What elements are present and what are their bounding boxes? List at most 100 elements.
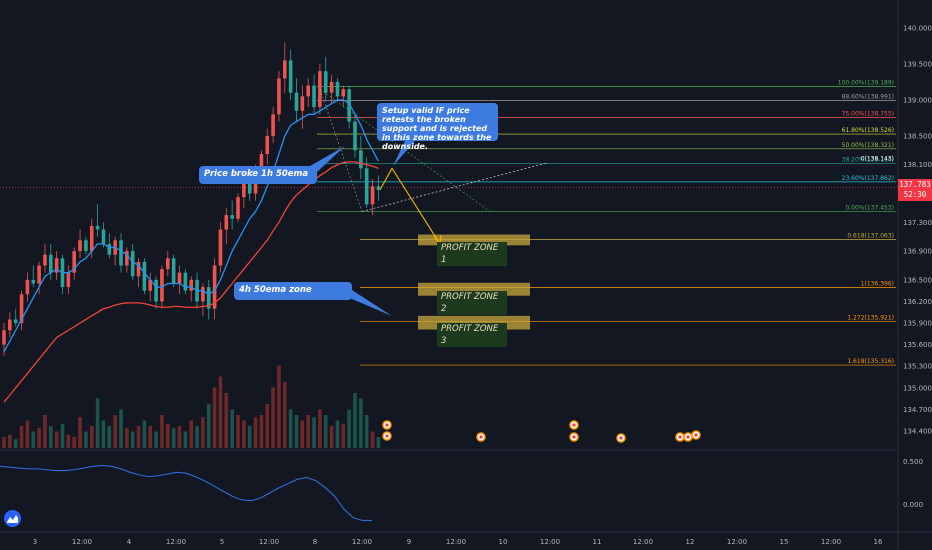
- time-axis-label: 12:00: [821, 538, 841, 546]
- candle-body: [359, 150, 363, 169]
- candle-body: [154, 279, 158, 302]
- volume-bar: [66, 434, 71, 448]
- volume-bar: [347, 409, 351, 448]
- price-broke-callout-text: Price broke 1h 50ema: [204, 169, 309, 179]
- volume-bar: [37, 428, 41, 448]
- candle-body: [271, 114, 275, 136]
- time-axis-label: 9: [407, 538, 411, 546]
- fib-level-label: 50.00%(138.321): [842, 142, 894, 149]
- event-marker-dot: [686, 435, 690, 439]
- volume-bar: [206, 404, 211, 448]
- time-axis-label: 4: [127, 538, 132, 546]
- trend-dashed-line: [361, 162, 549, 212]
- current-price-value: 137.783: [899, 180, 931, 189]
- candle-body: [171, 258, 176, 284]
- time-axis-label: 10: [499, 538, 508, 546]
- candle-body: [130, 251, 135, 277]
- event-marker-dot: [619, 436, 623, 440]
- setup-callout[interactable]: Setup valid IF price retests the broken …: [377, 103, 498, 151]
- candle-body: [177, 272, 182, 284]
- volume-bar: [323, 415, 328, 448]
- volume-bar: [312, 417, 316, 448]
- volume-bar: [353, 393, 357, 448]
- time-axis-label: 12: [686, 538, 695, 546]
- time-axis-label: 11: [593, 538, 602, 546]
- extension-level-label: 1.618(135.316): [847, 358, 894, 365]
- volume-bar: [236, 415, 240, 448]
- candle-body: [13, 319, 18, 324]
- volume-bar: [271, 387, 275, 448]
- candle-body: [288, 60, 293, 93]
- event-marker-dot: [678, 435, 682, 439]
- volume-bar: [288, 409, 293, 448]
- candle-body: [201, 287, 205, 302]
- candle-body: [236, 197, 240, 219]
- volume-bar: [230, 409, 234, 448]
- extension-level-label: 1(136.396): [861, 280, 894, 287]
- candle-body: [54, 258, 59, 273]
- volume-bar: [119, 409, 123, 448]
- event-marker-dot: [479, 435, 483, 439]
- candle-body: [8, 319, 12, 331]
- profit-zone-1-label: PROFIT ZONE 1: [437, 242, 507, 266]
- zone-4h-callout[interactable]: 4h 50ema zone: [234, 282, 352, 300]
- volume-bar: [189, 420, 193, 448]
- candle-body: [283, 60, 287, 79]
- fib-level-label: 75.00%(138.755): [842, 111, 894, 118]
- candle-body: [247, 182, 252, 194]
- price-axis-label: 137.300: [903, 219, 932, 227]
- time-axis-label: 3: [33, 538, 37, 546]
- event-marker-dot: [385, 434, 389, 438]
- candle-body: [95, 225, 100, 230]
- volume-bar: [31, 431, 36, 448]
- tradingview-logo-icon[interactable]: [4, 510, 21, 527]
- price-axis-label: 134.400: [903, 428, 932, 436]
- volume-bar: [78, 417, 82, 448]
- price-axis-label: 135.300: [903, 363, 932, 371]
- candle-body: [43, 254, 47, 266]
- candle-body: [206, 287, 211, 309]
- fib-diagonal-line-2: [319, 89, 363, 212]
- countdown-value: 52:30: [903, 190, 927, 199]
- candle-body: [218, 229, 223, 266]
- time-axis-label: 12:00: [446, 538, 466, 546]
- time-axis-label: 15: [780, 538, 789, 546]
- volume-bar: [265, 404, 270, 448]
- candle-body: [2, 330, 6, 345]
- fib-level-label: 100.00%(139.189): [838, 79, 894, 86]
- profit-zone-box: [418, 234, 530, 246]
- candle-body: [119, 240, 123, 266]
- candle-body: [136, 261, 141, 277]
- volume-bar: [160, 415, 164, 448]
- current-price-tag: 137.783 52:30: [898, 179, 932, 201]
- candle-body: [84, 240, 88, 252]
- price-axis-label: 134.700: [903, 406, 932, 414]
- candle-body: [25, 279, 30, 295]
- time-axis-label: 12:00: [259, 538, 279, 546]
- fib-level-label: 88.60%(138.991): [842, 94, 894, 101]
- candle-body: [306, 85, 310, 97]
- volume-bar: [125, 428, 129, 448]
- setup-callout-text: Setup valid IF price retests the broken …: [382, 106, 492, 151]
- candle-body: [277, 78, 281, 115]
- volume-bar: [72, 437, 76, 448]
- extension-level-label: 1.272(135.921): [847, 315, 894, 322]
- price-axis-label: 135.000: [903, 384, 932, 392]
- time-axis-label: 12:00: [352, 538, 372, 546]
- fib-level-label: 61.80%(138.526): [842, 127, 894, 134]
- candle-body: [49, 254, 53, 273]
- price-broke-callout[interactable]: Price broke 1h 50ema: [199, 166, 317, 184]
- volume-bar: [370, 431, 375, 448]
- candle-body: [347, 89, 351, 122]
- volume-bar: [60, 423, 65, 448]
- zone-4h-callout-text: 4h 50ema zone: [239, 285, 312, 295]
- candle-body: [312, 85, 316, 108]
- volume-bar: [212, 387, 217, 448]
- time-axis-label: 8: [313, 538, 317, 546]
- oscillator-axis-label: 0.500: [903, 458, 923, 466]
- profit-zone-3-label: PROFIT ZONE 3: [437, 323, 507, 347]
- volume-bar: [166, 423, 170, 448]
- volume-bar: [2, 437, 6, 448]
- candle-body: [224, 215, 229, 230]
